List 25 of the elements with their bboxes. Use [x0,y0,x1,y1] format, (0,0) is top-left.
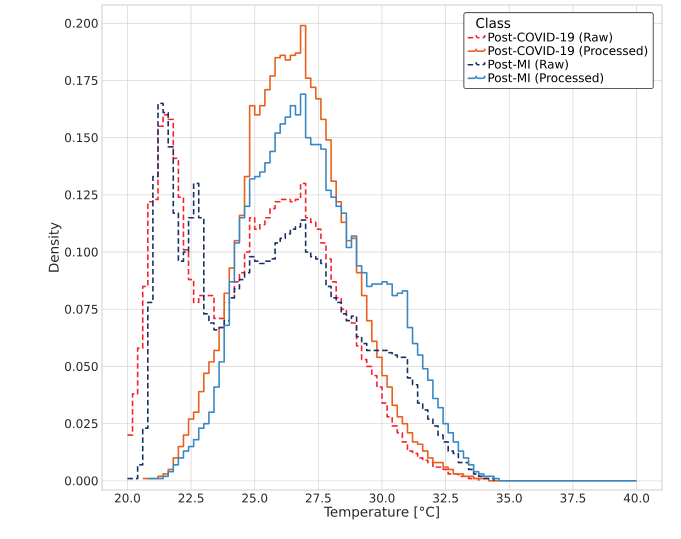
x-tick-label: 40.0 [624,494,650,503]
legend-label: Post-MI (Raw) [488,59,568,70]
x-tick-label: 25.0 [242,494,268,503]
x-tick-label: 32.5 [433,494,458,503]
legend-label: Post-COVID-19 (Raw) [488,32,612,44]
x-tick-label: 20.0 [115,494,140,503]
legend-title: Class [476,18,510,28]
x-tick-label: 22.5 [178,494,204,503]
y-tick-label: 0.050 [65,362,98,371]
y-tick-label: 0.100 [65,248,98,257]
y-tick-label: 0.000 [65,476,98,486]
y-axis-title: Density [48,222,62,272]
y-tick-label: 0.200 [65,18,98,28]
x-tick-label: 30.0 [370,494,395,503]
y-tick-label: 0.075 [65,304,98,314]
x-tick-label: 37.5 [560,494,586,503]
y-tick-label: 0.150 [65,133,98,142]
legend-label: Post-MI (Processed) [488,73,604,84]
x-tick-label: 27.5 [306,494,331,503]
x-axis-title: Temperature [°C] [324,506,439,520]
legend-label: Post-COVID-19 (Processed) [488,46,648,57]
x-tick-label: 35.0 [496,494,522,503]
y-tick-label: 0.175 [65,76,98,86]
y-tick-label: 0.025 [65,419,98,428]
y-tick-label: 0.125 [65,190,98,200]
